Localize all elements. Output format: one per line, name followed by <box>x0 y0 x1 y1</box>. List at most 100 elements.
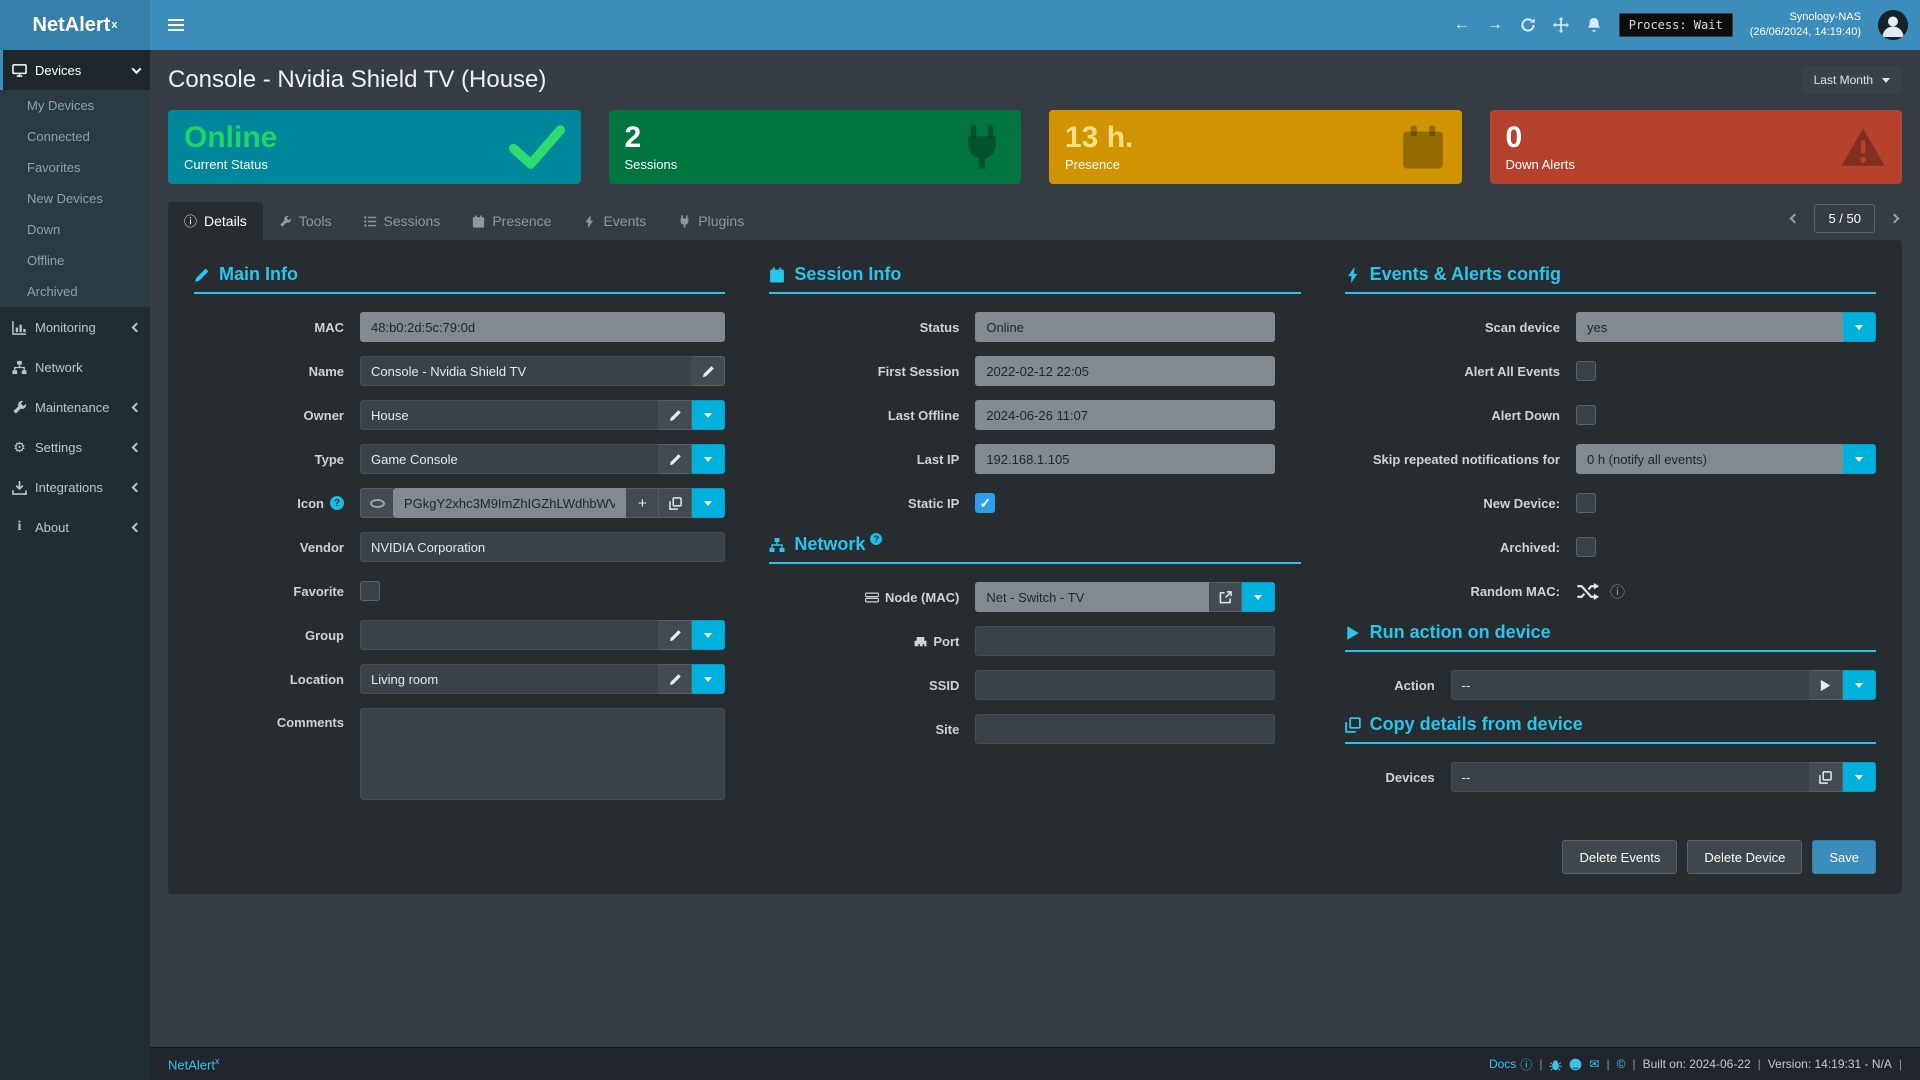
sidebar-subitem-down[interactable]: Down <box>27 222 61 237</box>
site-field[interactable] <box>975 714 1276 744</box>
archived-checkbox[interactable] <box>1575 537 1596 557</box>
sidebar-subitem-new-devices[interactable]: New Devices <box>27 191 103 206</box>
type-dropdown-button[interactable] <box>692 444 726 474</box>
comments-textarea[interactable] <box>360 708 726 800</box>
sidebar-subitem-offline[interactable]: Offline <box>27 253 65 268</box>
action-select[interactable] <box>1450 670 1810 700</box>
copy-devices-dropdown-button[interactable] <box>1842 762 1876 792</box>
github-icon[interactable] <box>1569 1058 1582 1071</box>
port-field[interactable] <box>975 626 1276 656</box>
icon-base64-field[interactable] <box>393 488 627 518</box>
skip-notifications-select[interactable] <box>1575 444 1843 474</box>
tab-sessions[interactable]: Sessions <box>348 202 457 240</box>
info-circle-icon[interactable]: ⓘ <box>1609 583 1625 601</box>
delete-device-button[interactable]: Delete Device <box>1687 840 1803 874</box>
scan-device-dropdown-button[interactable] <box>1842 312 1876 342</box>
docs-link[interactable]: Docs ⓘ <box>1488 1057 1533 1072</box>
move-icon[interactable] <box>1552 17 1569 33</box>
refresh-icon[interactable] <box>1520 17 1536 33</box>
help-icon[interactable]: ? <box>330 496 344 510</box>
nav-back-icon[interactable]: ← <box>1453 16 1470 33</box>
sidebar-subitem-my-devices[interactable]: My Devices <box>27 98 95 113</box>
edit-type-button[interactable] <box>659 444 693 474</box>
type-field[interactable] <box>360 444 660 474</box>
scan-device-select[interactable] <box>1575 312 1843 342</box>
current-status-card[interactable]: Online Current Status <box>168 110 581 184</box>
sidebar-item-about[interactable]: i About <box>0 507 150 547</box>
group-dropdown-button[interactable] <box>692 620 726 650</box>
name-field[interactable] <box>360 356 693 386</box>
location-dropdown-button[interactable] <box>692 664 726 694</box>
new-device-checkbox[interactable] <box>1575 493 1596 513</box>
favorite-checkbox[interactable] <box>360 581 380 601</box>
form-row-last-offline: Last Offline <box>769 400 1300 430</box>
help-icon[interactable]: ? <box>870 532 883 545</box>
sidebar-subitem-archived[interactable]: Archived <box>27 284 78 299</box>
tab-events[interactable]: Events <box>567 202 662 240</box>
sidebar-subitem-connected[interactable]: Connected <box>27 129 90 144</box>
next-device-button[interactable] <box>1887 211 1902 226</box>
footer-built-text: Built on: 2024-06-22 <box>1642 1057 1751 1071</box>
copyright-icon[interactable]: © <box>1616 1057 1626 1071</box>
sidebar-item-monitoring[interactable]: Monitoring <box>0 307 150 347</box>
sidebar-toggle-button[interactable] <box>150 0 202 50</box>
save-button[interactable]: Save <box>1812 840 1876 874</box>
status-field[interactable] <box>975 312 1276 342</box>
owner-field[interactable] <box>360 400 660 430</box>
run-action-button[interactable] <box>1809 670 1843 700</box>
user-avatar[interactable] <box>1878 10 1908 40</box>
add-icon-button[interactable]: + <box>626 488 660 518</box>
owner-dropdown-button[interactable] <box>692 400 726 430</box>
mac-field[interactable] <box>360 312 726 342</box>
last-offline-field[interactable] <box>975 400 1276 430</box>
tab-plugins[interactable]: Plugins <box>662 202 760 240</box>
notifications-bell-icon[interactable] <box>1586 17 1602 33</box>
ssid-field[interactable] <box>975 670 1276 700</box>
mail-icon[interactable]: ✉ <box>1589 1057 1600 1071</box>
edit-name-button[interactable] <box>692 356 726 386</box>
last-ip-field[interactable] <box>975 444 1276 474</box>
icon-dropdown-button[interactable] <box>692 488 726 518</box>
tab-details[interactable]: ⓘ Details <box>168 202 263 240</box>
sidebar-item-integrations[interactable]: Integrations <box>0 467 150 507</box>
presence-label: Presence <box>1065 156 1120 172</box>
copy-devices-select[interactable] <box>1450 762 1810 792</box>
sidebar-subitem-favorites[interactable]: Favorites <box>27 160 81 175</box>
sidebar-item-devices[interactable]: Devices <box>0 50 150 90</box>
period-selector[interactable]: Last Month <box>1801 66 1902 94</box>
alert-down-checkbox[interactable] <box>1575 405 1596 425</box>
vendor-field[interactable] <box>360 532 726 562</box>
down-alerts-card[interactable]: 0 Down Alerts <box>1489 110 1902 184</box>
node-mac-field[interactable] <box>975 582 1210 612</box>
footer-brand[interactable]: NetAlertx <box>168 1055 220 1073</box>
node-dropdown-button[interactable] <box>1242 582 1276 612</box>
alert-all-events-checkbox[interactable] <box>1575 361 1596 381</box>
presence-card[interactable]: 13 h. Presence <box>1049 110 1462 184</box>
edit-location-button[interactable] <box>659 664 693 694</box>
delete-events-button[interactable]: Delete Events <box>1562 840 1678 874</box>
first-session-field[interactable] <box>975 356 1276 386</box>
edit-owner-button[interactable] <box>659 400 693 430</box>
open-network-button[interactable] <box>1209 582 1243 612</box>
sidebar-item-maintenance[interactable]: Maintenance <box>0 387 150 427</box>
form-row-group: Group <box>194 620 726 650</box>
nav-forward-icon[interactable]: → <box>1486 16 1503 33</box>
skip-notifications-dropdown-button[interactable] <box>1842 444 1876 474</box>
static-ip-checkbox[interactable] <box>975 493 996 513</box>
calendar-icon <box>472 214 485 228</box>
form-row-vendor: Vendor <box>194 532 726 562</box>
tab-tools[interactable]: Tools <box>263 202 348 240</box>
brand-logo[interactable]: NetAlert x <box>0 0 150 50</box>
action-dropdown-button[interactable] <box>1842 670 1876 700</box>
sidebar-item-network[interactable]: Network <box>0 347 150 387</box>
copy-from-device-button[interactable] <box>1809 762 1843 792</box>
location-field[interactable] <box>360 664 660 694</box>
prev-device-button[interactable] <box>1787 211 1802 226</box>
edit-group-button[interactable] <box>659 620 693 650</box>
sidebar-item-settings[interactable]: ⚙ Settings <box>0 427 150 467</box>
tab-presence[interactable]: Presence <box>456 202 567 240</box>
group-field[interactable] <box>360 620 660 650</box>
bug-report-icon[interactable] <box>1549 1058 1562 1071</box>
copy-icon-button[interactable] <box>659 488 693 518</box>
sessions-card[interactable]: 2 Sessions <box>608 110 1021 184</box>
